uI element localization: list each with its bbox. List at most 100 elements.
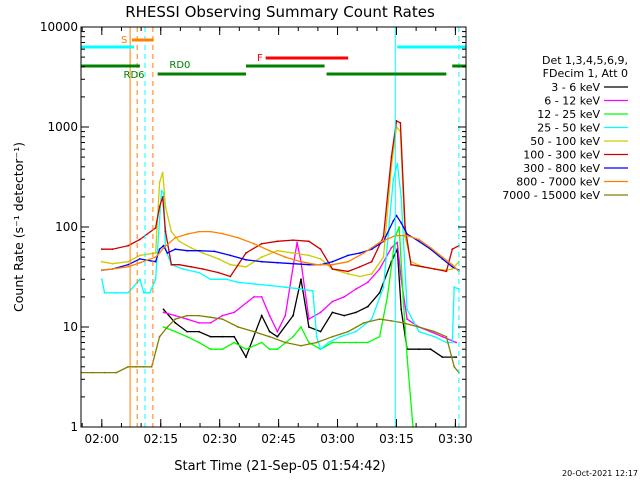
- data-point: [366, 341, 369, 344]
- data-point: [455, 341, 458, 344]
- data-point: [445, 270, 448, 273]
- data-point: [395, 120, 398, 122]
- data-point: [400, 308, 403, 311]
- data-point: [300, 288, 302, 290]
- data-point: [103, 291, 106, 294]
- data-point: [245, 265, 247, 268]
- data-point: [296, 241, 298, 244]
- data-point: [445, 341, 448, 344]
- data-point: [209, 322, 212, 324]
- data-point: [198, 341, 200, 344]
- data-point: [406, 356, 408, 358]
- data-point: [300, 260, 302, 263]
- x-tick-label: 02:45: [261, 432, 296, 446]
- data-point: [268, 335, 271, 338]
- data-point: [186, 233, 189, 236]
- data-point: [237, 236, 240, 239]
- data-point: [229, 254, 232, 257]
- data-point: [418, 348, 420, 351]
- data-point: [164, 205, 167, 208]
- data-point: [162, 244, 165, 247]
- data-point: [284, 286, 287, 289]
- data-point: [406, 234, 408, 237]
- data-point: [245, 252, 247, 254]
- data-point: [178, 263, 181, 266]
- data-point: [103, 371, 106, 374]
- data-point: [284, 256, 287, 258]
- data-point: [245, 348, 247, 351]
- data-point: [319, 258, 322, 260]
- data-point: [390, 156, 393, 159]
- data-point: [331, 300, 334, 303]
- series-line-3-6-kev: [163, 246, 457, 359]
- data-point: [139, 261, 141, 264]
- data-point: [209, 348, 212, 351]
- data-point: [453, 365, 456, 368]
- data-point: [161, 196, 164, 198]
- data-point: [221, 318, 224, 320]
- data-point: [143, 365, 145, 368]
- data-point: [331, 260, 334, 263]
- data-point: [260, 260, 263, 263]
- data-point: [229, 263, 232, 266]
- data-point: [237, 326, 240, 328]
- data-point: [178, 240, 181, 243]
- data-point: [315, 263, 318, 266]
- flare-bar-label: F: [257, 53, 263, 64]
- data-point: [143, 291, 145, 294]
- data-point: [174, 330, 177, 333]
- data-point: [217, 271, 220, 274]
- data-point: [441, 258, 444, 260]
- data-point: [190, 265, 192, 268]
- data-point: [399, 122, 402, 124]
- x-tick-label: 02:00: [85, 432, 120, 446]
- data-point: [276, 261, 279, 264]
- data-point: [111, 248, 114, 251]
- data-point: [331, 311, 334, 314]
- data-point: [100, 248, 103, 251]
- data-point: [160, 189, 163, 192]
- data-point: [154, 227, 157, 229]
- data-point: [451, 263, 454, 266]
- data-point: [170, 263, 173, 266]
- data-point: [382, 286, 385, 289]
- data-point: [347, 273, 349, 275]
- data-point: [308, 341, 310, 344]
- data-point: [433, 330, 436, 333]
- data-point: [418, 240, 420, 243]
- data-point: [300, 344, 302, 347]
- data-point: [237, 281, 240, 284]
- x-tick-label: 02:30: [202, 432, 237, 446]
- legend-header: Det 1,3,4,5,6,9,: [542, 54, 628, 67]
- data-point: [253, 330, 255, 333]
- data-point: [198, 271, 200, 274]
- legend-label: 800 - 7000 keV: [516, 176, 600, 189]
- data-point: [158, 335, 161, 338]
- data-point: [127, 365, 129, 368]
- data-point: [292, 239, 294, 242]
- data-point: [158, 205, 161, 208]
- data-point: [396, 162, 399, 165]
- data-point: [398, 226, 401, 228]
- data-point: [209, 278, 212, 281]
- data-point: [429, 246, 432, 249]
- data-point: [418, 238, 420, 241]
- data-point: [154, 256, 157, 258]
- legend-label: 300 - 800 keV: [523, 162, 600, 175]
- data-point: [100, 278, 103, 281]
- data-point: [253, 242, 255, 245]
- data-point: [166, 252, 169, 254]
- data-point: [308, 254, 310, 257]
- data-point: [339, 335, 342, 338]
- data-point: [355, 341, 357, 344]
- data-point: [229, 275, 232, 278]
- x-tick-label: 02:15: [143, 432, 178, 446]
- data-point: [319, 330, 322, 333]
- data-point: [400, 222, 403, 224]
- data-point: [292, 335, 294, 338]
- data-point: [174, 322, 177, 324]
- data-point: [233, 311, 236, 314]
- data-point: [115, 371, 118, 374]
- data-point: [319, 348, 322, 351]
- data-point: [198, 330, 200, 333]
